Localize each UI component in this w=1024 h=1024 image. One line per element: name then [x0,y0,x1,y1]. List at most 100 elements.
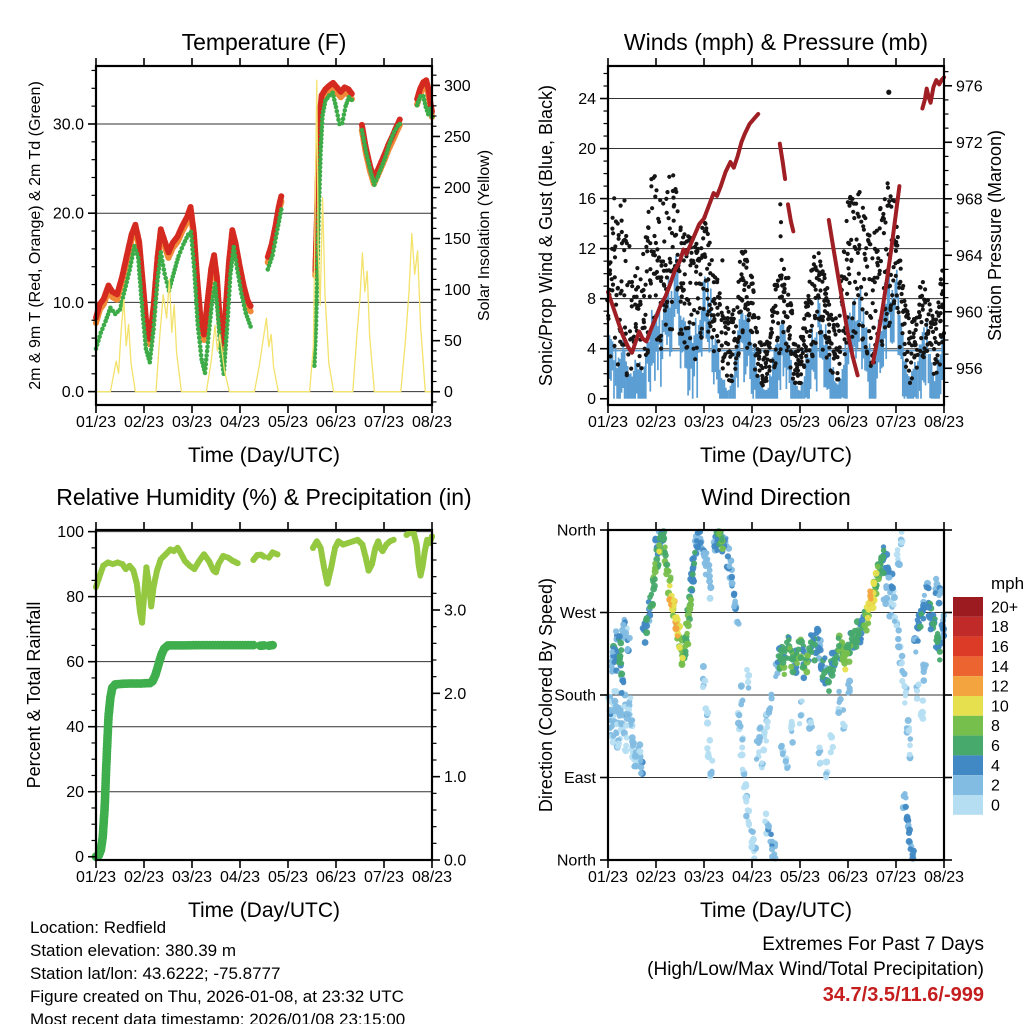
svg-text:01/23: 01/23 [588,414,628,431]
svg-text:0: 0 [75,849,84,866]
svg-text:07/23: 07/23 [364,869,404,886]
svg-text:60: 60 [66,654,84,671]
svg-text:South: South [554,688,596,705]
svg-text:40: 40 [66,719,84,736]
svg-text:08/23: 08/23 [924,414,964,431]
svg-text:2m & 9m T (Red, Orange) & 2m T: 2m & 9m T (Red, Orange) & 2m Td (Green) [27,81,44,390]
svg-text:05/23: 05/23 [268,414,308,431]
svg-text:24: 24 [578,91,596,108]
svg-text:Time (Day/UTC): Time (Day/UTC) [188,899,340,922]
svg-text:07/23: 07/23 [876,414,916,431]
svg-text:Relative Humidity (%) & Precip: Relative Humidity (%) & Precipitation (i… [56,484,471,510]
svg-text:Wind Direction: Wind Direction [701,484,851,510]
winds-pressure-chart: 01/23 02/23 03/23 04/23 05/23 06/23 07/23 08/23… [536,29,1005,467]
svg-text:8: 8 [991,718,1000,735]
svg-text:East: East [564,770,597,787]
svg-text:976: 976 [956,78,983,95]
station-elevation: Station elevation: 380.39 m [30,941,237,960]
svg-text:03/23: 03/23 [172,869,212,886]
svg-text:30.0: 30.0 [53,116,84,133]
svg-text:01/23: 01/23 [588,869,628,886]
svg-text:150: 150 [444,231,471,248]
svg-text:Temperature (F): Temperature (F) [182,29,347,55]
svg-text:4: 4 [587,341,596,358]
svg-text:968: 968 [956,191,983,208]
svg-text:08/23: 08/23 [412,869,452,886]
svg-text:8: 8 [587,291,596,308]
svg-text:02/23: 02/23 [124,869,164,886]
svg-text:06/23: 06/23 [316,869,356,886]
svg-text:960: 960 [956,304,983,321]
svg-text:Direction (Colored By Speed): Direction (Colored By Speed) [536,578,556,812]
svg-text:North: North [557,523,596,540]
svg-text:0.0: 0.0 [62,384,84,401]
svg-text:300: 300 [444,78,471,95]
station-info: Location: Redfield Station elevation: 38… [30,916,405,1024]
svg-text:03/23: 03/23 [684,414,724,431]
svg-text:Sonic/Prop Wind & Gust (Blue,: Sonic/Prop Wind & Gust (Blue, Black) [536,85,556,386]
svg-text:03/23: 03/23 [172,414,212,431]
svg-text:20+: 20+ [991,599,1018,616]
svg-text:Solar Insolation (Yellow): Solar Insolation (Yellow) [476,150,493,321]
svg-text:250: 250 [444,129,471,146]
svg-text:6: 6 [991,738,1000,755]
svg-text:07/23: 07/23 [876,869,916,886]
svg-text:0: 0 [444,384,453,401]
svg-text:12: 12 [991,679,1009,696]
extremes-subtitle: (High/Low/Max Wind/Total Precipitation) [647,959,984,980]
svg-text:08/23: 08/23 [924,869,964,886]
svg-text:100: 100 [57,524,84,541]
svg-text:03/23: 03/23 [684,869,724,886]
humidity-precipitation-chart: 01/23 02/23 03/23 04/23 05/23 06/23 07/23 08/23… [24,484,472,922]
svg-text:04/23: 04/23 [732,414,772,431]
temperature-chart: 01/23 02/23 03/23 04/23 05/23 06/23 07/23 08/23… [27,29,493,467]
svg-text:Time (Day/UTC): Time (Day/UTC) [188,444,340,467]
wind-direction-chart: 01/23 02/23 03/23 04/23 05/23 06/23 07/23 08/23… [536,484,964,922]
svg-text:Station Pressure (Maroon): Station Pressure (Maroon) [985,130,1005,341]
svg-text:2: 2 [991,778,1000,795]
svg-text:07/23: 07/23 [364,414,404,431]
station-location: Location: Redfield [30,918,167,937]
svg-text:12: 12 [578,241,596,258]
svg-text:01/23: 01/23 [76,414,116,431]
svg-text:956: 956 [956,361,983,378]
svg-text:16: 16 [578,191,596,208]
svg-text:North: North [557,853,596,870]
svg-text:04/23: 04/23 [732,869,772,886]
svg-text:06/23: 06/23 [828,414,868,431]
svg-text:05/23: 05/23 [268,869,308,886]
svg-text:1.0: 1.0 [444,769,466,786]
svg-text:2.0: 2.0 [444,686,466,703]
svg-text:05/23: 05/23 [780,869,820,886]
svg-text:0: 0 [587,391,596,408]
svg-text:05/23: 05/23 [780,414,820,431]
svg-text:02/23: 02/23 [636,414,676,431]
svg-text:3.0: 3.0 [444,603,466,620]
svg-text:16: 16 [991,639,1009,656]
extremes-summary: Extremes For Past 7 Days (High/Low/Max W… [647,932,984,1008]
extremes-values: 34.7/3.5/11.6/-999 [822,984,984,1006]
svg-text:04/23: 04/23 [220,414,260,431]
svg-text:14: 14 [991,659,1009,676]
svg-text:10: 10 [991,698,1009,715]
svg-text:10.0: 10.0 [53,295,84,312]
extremes-title: Extremes For Past 7 Days [762,934,984,955]
svg-text:80: 80 [66,589,84,606]
svg-text:20: 20 [66,784,84,801]
svg-text:200: 200 [444,180,471,197]
svg-text:06/23: 06/23 [828,869,868,886]
svg-text:02/23: 02/23 [636,869,676,886]
wind-speed-colorbar: mph 20+ 18 16 14 12 10 8 6 4 2 0 [953,574,1024,815]
svg-text:Winds (mph) & Pressure (mb): Winds (mph) & Pressure (mb) [624,29,928,55]
svg-text:20.0: 20.0 [53,206,84,223]
svg-text:Time (Day/UTC): Time (Day/UTC) [700,899,852,922]
svg-text:Time (Day/UTC): Time (Day/UTC) [700,444,852,467]
svg-text:04/23: 04/23 [220,869,260,886]
svg-text:50: 50 [444,333,462,350]
svg-text:01/23: 01/23 [76,869,116,886]
svg-text:0.0: 0.0 [444,853,466,870]
svg-text:08/23: 08/23 [412,414,452,431]
svg-text:0: 0 [991,797,1000,814]
svg-text:Percent & Total Rainfall: Percent & Total Rainfall [24,602,44,789]
